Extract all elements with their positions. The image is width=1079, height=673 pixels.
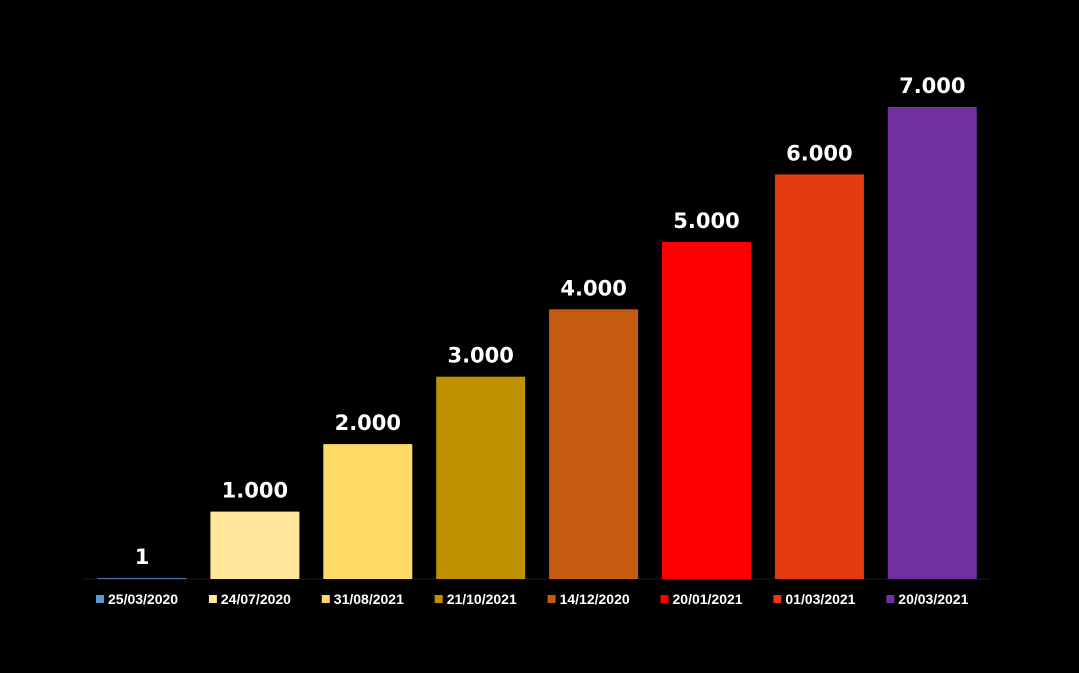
data-label-8: 7.000: [899, 74, 965, 98]
bar-3: [323, 444, 413, 579]
data-label-4: 3.000: [447, 344, 513, 368]
legend-item-7: 01/03/2021: [773, 591, 856, 607]
legend-label-2: 24/07/2020: [221, 591, 291, 607]
legend-marker-1: [96, 595, 104, 603]
bar-2: [210, 511, 300, 579]
legend-label-5: 14/12/2020: [560, 591, 630, 607]
legend-label-1: 25/03/2020: [108, 591, 178, 607]
bars-group: [97, 107, 977, 579]
legend-label-3: 31/08/2021: [334, 591, 404, 607]
legend-marker-3: [321, 595, 330, 603]
legend-marker-6: [660, 595, 669, 603]
data-label-5: 4.000: [560, 276, 626, 300]
legend-label-4: 21/10/2021: [447, 591, 517, 607]
legend-marker-2: [208, 595, 217, 603]
legend-item-5: 14/12/2020: [547, 591, 630, 607]
legend-marker-8: [886, 595, 895, 603]
legend-label-7: 01/03/2021: [785, 591, 855, 607]
legend-item-6: 20/01/2021: [660, 591, 743, 607]
value-labels-group: 1 1.000 2.000 3.000 4.000 5.000 6.000 7.000: [135, 74, 966, 569]
legend-marker-4: [434, 595, 443, 603]
bar-4: [436, 376, 526, 579]
bar-1: [97, 578, 187, 579]
data-label-7: 6.000: [786, 141, 852, 165]
bar-5: [549, 309, 639, 579]
legend-label-6: 20/01/2021: [673, 591, 743, 607]
legend-item-4: 21/10/2021: [434, 591, 517, 607]
legend-item-1: 25/03/2020: [96, 591, 178, 607]
bar-7: [774, 174, 864, 579]
bar-6: [662, 241, 751, 579]
legend-item-3: 31/08/2021: [321, 591, 404, 607]
legend-label-8: 20/03/2021: [898, 591, 968, 607]
legend-item-2: 24/07/2020: [208, 591, 291, 607]
data-label-3: 2.000: [335, 411, 401, 435]
legend-marker-7: [773, 595, 782, 603]
legend: 25/03/2020 24/07/2020 31/08/2021 21/10/2021…: [96, 591, 969, 607]
legend-item-8: 20/03/2021: [886, 591, 969, 607]
legend-marker-5: [547, 595, 556, 603]
bar-8: [887, 107, 977, 579]
data-label-1: 1: [135, 545, 150, 569]
data-label-2: 1.000: [222, 479, 288, 503]
data-label-6: 5.000: [673, 209, 739, 233]
